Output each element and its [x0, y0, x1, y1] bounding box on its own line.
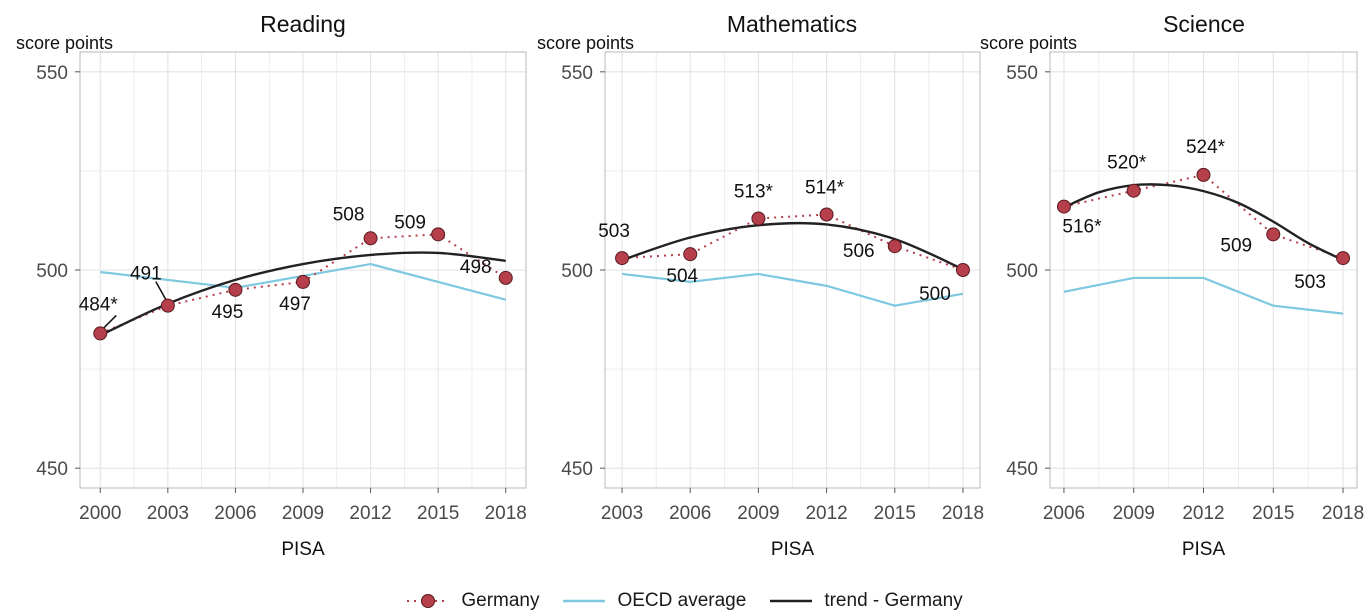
chart-panel-2: 450 500 550 2006 2009 2012 2015 2018 Science scor… [980, 11, 1364, 560]
x-axis-title: PISA [1182, 539, 1226, 560]
chart-title: Reading [260, 11, 346, 37]
data-label: 509 [394, 212, 426, 233]
data-label: 508 [333, 204, 365, 225]
legend-key-germany [407, 594, 450, 608]
data-label: 520* [1107, 153, 1147, 174]
data-point-germany [1126, 183, 1141, 198]
data-point-germany [819, 207, 834, 222]
x-tick-label: 2012 [349, 503, 391, 524]
data-point-germany [1196, 167, 1211, 182]
data-point-germany [498, 270, 513, 285]
series-trend-line [1063, 183, 1344, 262]
data-label: 495 [212, 302, 244, 323]
y-tick-label: 500 [561, 261, 593, 282]
chart-panel-1: 450 500 550 2003 2006 2009 2012 2015 2018 Mathema… [537, 11, 984, 560]
y-tick-label: 450 [36, 459, 68, 480]
x-tick-label: 2006 [1043, 503, 1085, 524]
data-point-germany [683, 247, 698, 262]
y-tick-label: 500 [36, 261, 68, 282]
data-point-germany [751, 211, 766, 226]
chart-panel-0: 450 500 550 2000 2003 2006 2009 2012 2015 2018 Rea… [16, 11, 527, 560]
data-label: 514* [805, 178, 845, 199]
label-leader [155, 281, 167, 301]
x-tick-label: 2009 [737, 503, 779, 524]
data-point-germany [887, 239, 902, 254]
data-point-germany [1056, 199, 1071, 214]
x-tick-label: 2006 [214, 503, 256, 524]
x-tick-label: 2012 [1182, 503, 1224, 524]
legend-item-trend: trend - Germany [768, 590, 963, 612]
data-label: 516* [1062, 217, 1102, 238]
data-point-germany [1336, 251, 1351, 266]
x-tick-label: 2015 [874, 503, 916, 524]
data-label: 491 [130, 264, 162, 285]
x-tick-label: 2000 [79, 503, 121, 524]
legend-key-oecd [563, 599, 606, 603]
data-label: 503 [598, 221, 630, 242]
pisa-charts: 450 500 550 2000 2003 2006 2009 2012 2015 2018 Rea… [16, 11, 1364, 560]
legend-item-oecd: OECD average [561, 590, 746, 612]
legend-label-oecd: OECD average [617, 590, 747, 611]
y-tick-label: 550 [36, 63, 68, 84]
series-germany-line [621, 213, 964, 271]
x-axis-title: PISA [281, 539, 325, 560]
x-tick-label: 2018 [485, 503, 527, 524]
data-label: 513* [734, 181, 774, 202]
data-point-germany [160, 298, 175, 313]
series-germany-line [1063, 173, 1344, 260]
x-tick-label: 2009 [282, 503, 324, 524]
y-axis-title: score points [537, 33, 634, 53]
y-axis-title: score points [980, 33, 1077, 53]
data-label: 498 [460, 257, 492, 278]
data-point-germany [228, 282, 243, 297]
series-trend-line [621, 221, 964, 271]
y-tick-label: 550 [1006, 63, 1038, 84]
data-label: 484* [79, 294, 119, 315]
legend: Germany OECD average trend - Germany [0, 588, 1368, 614]
x-tick-label: 2012 [805, 503, 847, 524]
data-point-germany [431, 227, 446, 242]
data-label: 506 [843, 241, 875, 262]
data-point-germany [296, 274, 310, 289]
data-label: 503 [1294, 272, 1326, 293]
data-point-germany [615, 251, 630, 266]
x-tick-label: 2018 [942, 503, 984, 524]
y-tick-label: 450 [1006, 459, 1038, 480]
y-tick-label: 500 [1006, 261, 1038, 282]
x-tick-label: 2003 [147, 503, 189, 524]
x-axis-title: PISA [771, 539, 815, 560]
x-tick-label: 2018 [1322, 503, 1364, 524]
label-leader [101, 314, 117, 330]
y-axis-title: score points [16, 33, 113, 53]
x-tick-label: 2015 [417, 503, 459, 524]
y-tick-label: 550 [561, 63, 593, 84]
legend-key-trend [770, 599, 813, 603]
data-label: 497 [279, 294, 311, 315]
data-point-germany [93, 326, 108, 341]
chart-title: Mathematics [727, 11, 857, 37]
legend-label-germany: Germany [461, 590, 540, 611]
x-tick-label: 2006 [669, 503, 711, 524]
data-point-germany [1266, 227, 1281, 242]
data-label: 509 [1220, 235, 1252, 256]
x-tick-label: 2009 [1113, 503, 1155, 524]
series-oecd-line [1063, 276, 1344, 315]
data-point-germany [955, 263, 970, 277]
data-label: 500 [919, 284, 951, 305]
legend-item-germany: Germany [405, 590, 539, 612]
legend-label-trend: trend - Germany [824, 590, 963, 611]
data-label: 504 [666, 266, 698, 287]
chart-title: Science [1163, 11, 1245, 37]
x-tick-label: 2015 [1252, 503, 1294, 524]
data-point-germany [363, 231, 378, 246]
series-oecd-line [621, 272, 964, 307]
y-tick-label: 450 [561, 459, 593, 480]
x-tick-label: 2003 [601, 503, 643, 524]
data-label: 524* [1186, 137, 1226, 158]
